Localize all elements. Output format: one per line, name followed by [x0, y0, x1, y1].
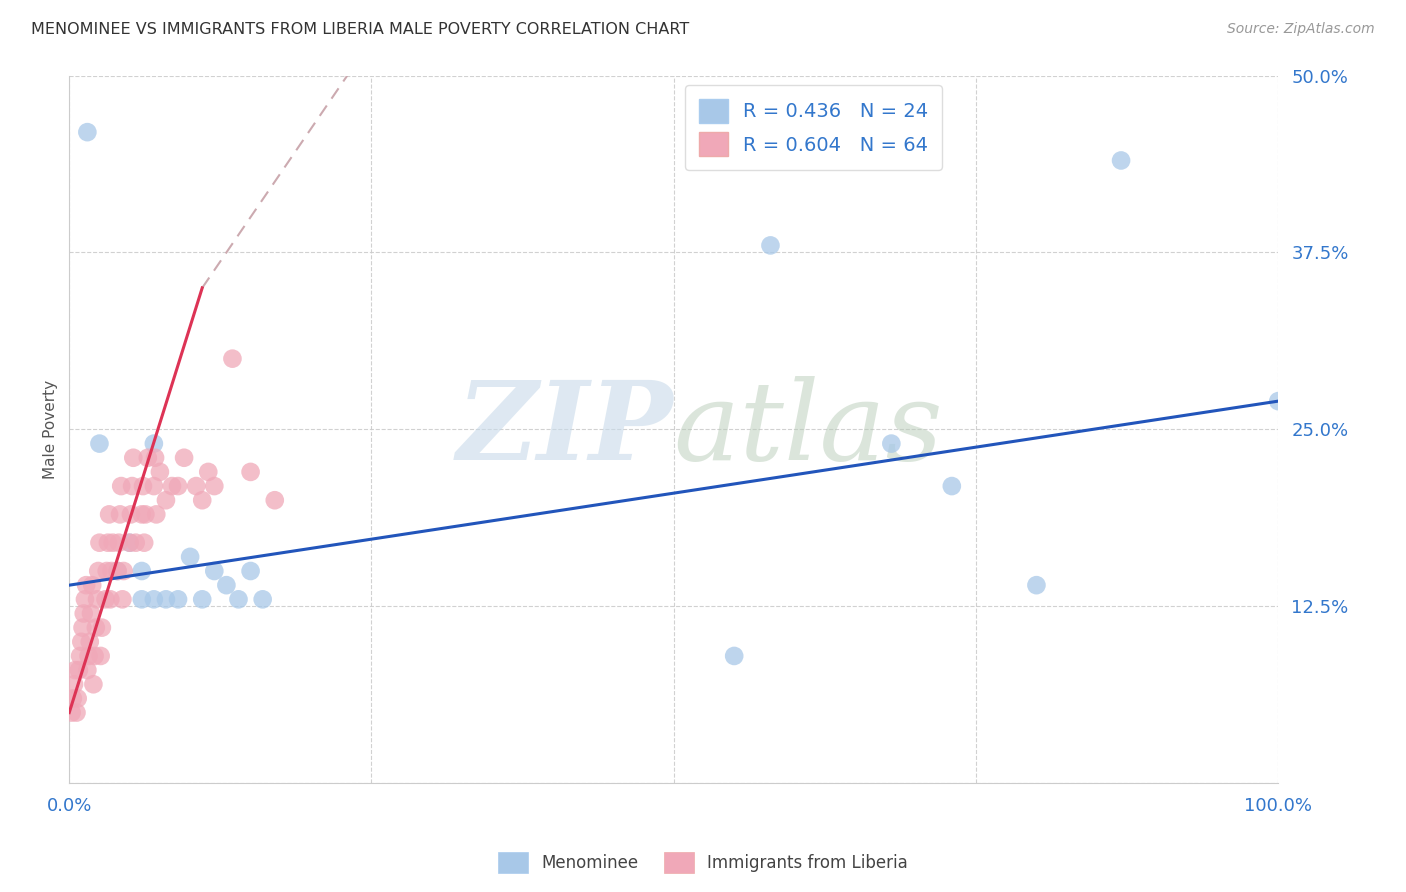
Point — [89, 535, 111, 549]
Point — [143, 450, 166, 465]
Point — [142, 436, 165, 450]
Point — [202, 564, 225, 578]
Point — [76, 125, 98, 139]
Text: ZIP: ZIP — [457, 376, 673, 483]
Point — [96, 564, 118, 578]
Point — [221, 351, 243, 366]
Point — [132, 479, 155, 493]
Point — [108, 508, 131, 522]
Y-axis label: Male Poverty: Male Poverty — [44, 380, 58, 479]
Point — [84, 621, 107, 635]
Point — [90, 621, 112, 635]
Point — [100, 564, 122, 578]
Point — [167, 479, 190, 493]
Legend: Menominee, Immigrants from Liberia: Menominee, Immigrants from Liberia — [492, 846, 914, 880]
Point — [60, 706, 83, 720]
Point — [145, 508, 167, 522]
Point — [90, 648, 112, 663]
Point — [89, 436, 111, 450]
Point — [97, 535, 120, 549]
Point — [67, 663, 90, 677]
Point — [125, 535, 148, 549]
Point — [121, 479, 143, 493]
Point — [111, 592, 134, 607]
Point — [215, 578, 238, 592]
Point — [149, 465, 172, 479]
Point — [167, 592, 190, 607]
Point — [112, 564, 135, 578]
Point — [160, 479, 183, 493]
Point — [228, 592, 250, 607]
Point — [80, 607, 103, 621]
Point — [77, 648, 100, 663]
Point — [110, 479, 132, 493]
Point — [142, 592, 165, 607]
Point — [179, 549, 201, 564]
Point — [202, 479, 225, 493]
Point — [880, 436, 903, 450]
Point — [87, 564, 110, 578]
Point — [723, 648, 745, 663]
Point — [191, 493, 214, 508]
Point — [76, 663, 98, 677]
Point — [239, 465, 262, 479]
Point — [98, 508, 121, 522]
Point — [82, 578, 104, 592]
Point — [191, 592, 214, 607]
Point — [120, 508, 142, 522]
Legend: R = 0.436   N = 24, R = 0.604   N = 64: R = 0.436 N = 24, R = 0.604 N = 64 — [685, 86, 942, 169]
Point — [69, 648, 91, 663]
Point — [136, 450, 159, 465]
Point — [173, 450, 195, 465]
Point — [759, 238, 782, 252]
Point — [86, 592, 108, 607]
Point — [75, 578, 97, 592]
Point — [82, 677, 104, 691]
Point — [107, 564, 129, 578]
Point — [101, 535, 124, 549]
Point — [1109, 153, 1132, 168]
Point — [155, 592, 177, 607]
Point — [142, 479, 165, 493]
Text: MENOMINEE VS IMMIGRANTS FROM LIBERIA MALE POVERTY CORRELATION CHART: MENOMINEE VS IMMIGRANTS FROM LIBERIA MAL… — [31, 22, 689, 37]
Text: Source: ZipAtlas.com: Source: ZipAtlas.com — [1227, 22, 1375, 37]
Point — [94, 592, 117, 607]
Point — [72, 621, 94, 635]
Point — [1025, 578, 1047, 592]
Point — [65, 706, 87, 720]
Point — [134, 508, 156, 522]
Point — [239, 564, 262, 578]
Point — [66, 691, 89, 706]
Point — [197, 465, 219, 479]
Point — [941, 479, 963, 493]
Point — [65, 663, 87, 677]
Point — [98, 592, 121, 607]
Point — [134, 535, 156, 549]
Point — [62, 691, 84, 706]
Point — [186, 479, 208, 493]
Point — [79, 635, 101, 649]
Point — [70, 635, 93, 649]
Point — [131, 508, 153, 522]
Point — [107, 535, 129, 549]
Point — [252, 592, 274, 607]
Text: atlas: atlas — [673, 376, 943, 483]
Point — [73, 607, 96, 621]
Point — [63, 677, 86, 691]
Point — [131, 564, 153, 578]
Point — [83, 648, 105, 663]
Point — [118, 535, 141, 549]
Point — [107, 564, 129, 578]
Point — [131, 592, 153, 607]
Point — [122, 450, 145, 465]
Point — [155, 493, 177, 508]
Point — [118, 535, 141, 549]
Point — [1267, 394, 1289, 409]
Point — [73, 592, 96, 607]
Point — [263, 493, 285, 508]
